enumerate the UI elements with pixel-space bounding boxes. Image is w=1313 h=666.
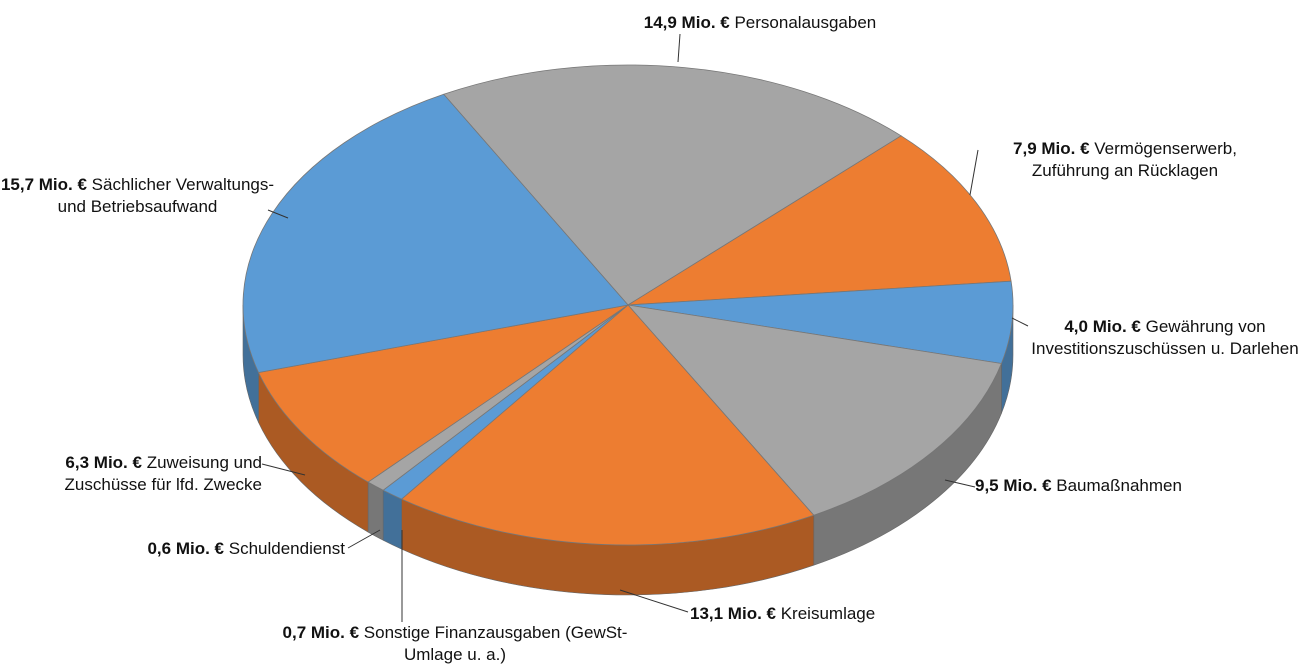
slice-label: 4,0 Mio. € Gewährung von Investitionszus… (1020, 316, 1310, 360)
category-label: Schuldendienst (228, 539, 345, 558)
category-label: Vermögenserwerb, Zuführung an Rücklagen (1031, 139, 1237, 180)
slice-label: 9,5 Mio. € Baumaßnahmen (975, 475, 1275, 497)
leader-line (267, 209, 289, 219)
pie-slice (400, 304, 815, 546)
leader-line (1011, 317, 1029, 327)
pie-slice (627, 135, 1012, 306)
leader-line (969, 149, 979, 196)
slice-label: 0,7 Mio. € Sonstige Finanzausgaben (GewS… (270, 622, 640, 666)
slice-label: 7,9 Mio. € Vermögenserwerb, Zuführung an… (975, 138, 1275, 182)
category-label: Baumaßnahmen (1056, 476, 1182, 495)
pie-side (382, 489, 402, 550)
pie-slice (443, 64, 902, 306)
value-label: 9,5 Mio. € (975, 476, 1052, 495)
category-label: Sächlicher Verwaltungs- und Betriebsaufw… (57, 175, 275, 216)
value-label: 7,9 Mio. € (1013, 139, 1090, 158)
value-label: 4,0 Mio. € (1064, 317, 1141, 336)
slice-label: 14,9 Mio. € Personalausgaben (560, 12, 960, 34)
pie-slice (257, 304, 629, 483)
value-label: 13,1 Mio. € (690, 604, 776, 623)
pie-slice (626, 304, 1002, 516)
category-label: Gewährung von Investitionszuschüssen u. … (1031, 317, 1299, 358)
pie-slice (627, 280, 1014, 364)
slice-label: 13,1 Mio. € Kreisumlage (690, 603, 990, 625)
value-label: 14,9 Mio. € (643, 13, 730, 32)
slice-label: 6,3 Mio. € Zuweisung und Zuschüsse für l… (0, 452, 262, 496)
value-label: 0,7 Mio. € (282, 623, 360, 642)
value-label: 0,6 Mio. € (147, 539, 224, 558)
category-label: Kreisumlage (780, 604, 876, 623)
leader-line (261, 463, 306, 476)
leader-line (619, 589, 689, 613)
slice-label: 0,6 Mio. € Schuldendienst (40, 538, 345, 560)
leader-line (347, 529, 381, 549)
leader-line (944, 479, 976, 488)
category-label: Zuweisung und Zuschüsse für lfd. Zwecke (64, 453, 262, 494)
value-label: 6,3 Mio. € (65, 453, 142, 472)
value-label: 15,7 Mio. € (0, 175, 87, 194)
category-label: Personalausgaben (734, 13, 877, 32)
slice-label: 15,7 Mio. € Sächlicher Verwaltungs- und … (0, 174, 275, 218)
category-label: Sonstige Finanzausgaben (GewSt-Umlage u.… (363, 623, 628, 664)
pie-slice (242, 93, 629, 373)
leader-line (677, 33, 681, 63)
pie-side (367, 481, 384, 541)
